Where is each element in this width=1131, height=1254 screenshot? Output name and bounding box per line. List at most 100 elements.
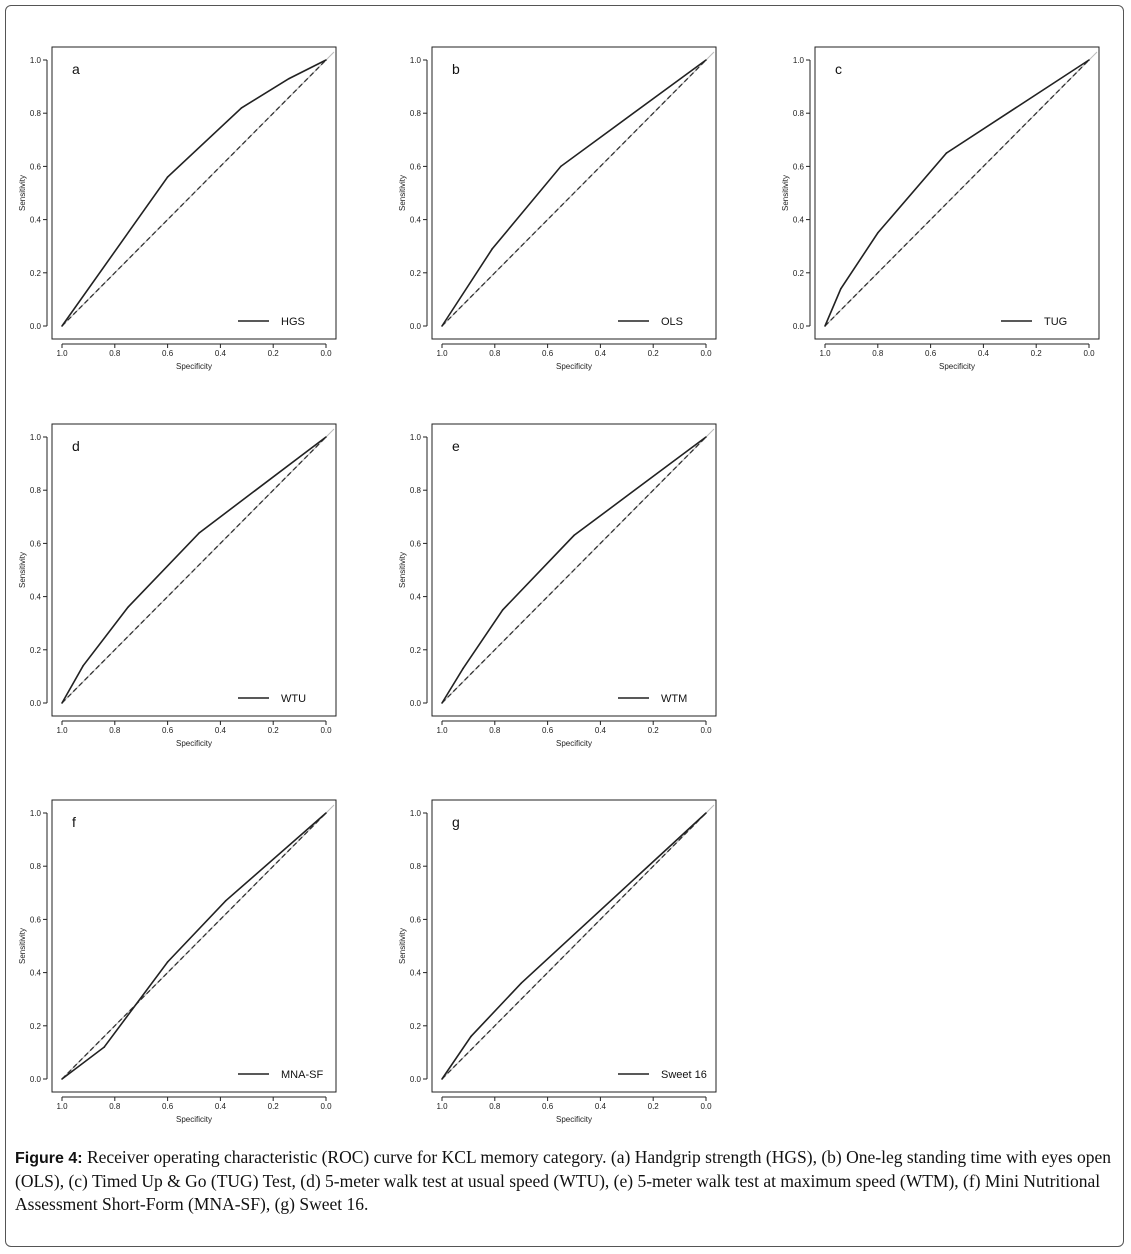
roc-point bbox=[325, 436, 327, 438]
y-tick-label: 1.0 bbox=[793, 56, 805, 65]
plot-frame bbox=[431, 799, 717, 1093]
roc-panel-a: 1.0 0.8 0.6 0.4 0.2 0.0 0.0 0.2 0.4 0.6 0.8 1.0 Spec… bbox=[18, 46, 337, 371]
y-tick-label: 0.4 bbox=[793, 216, 805, 225]
roc-point bbox=[82, 664, 84, 667]
legend-label: TUG bbox=[1044, 316, 1067, 328]
roc-point bbox=[441, 702, 443, 704]
x-tick-label: 0.0 bbox=[320, 726, 332, 735]
roc-point bbox=[877, 232, 879, 234]
y-tick-label: 0.2 bbox=[410, 269, 422, 278]
x-axis-title: Specificity bbox=[176, 1115, 212, 1124]
y-tick-label: 0.2 bbox=[30, 269, 42, 278]
legend-label: WTU bbox=[281, 693, 306, 705]
roc-point bbox=[127, 606, 129, 609]
x-tick-label: 0.6 bbox=[162, 1102, 174, 1111]
plot-frame bbox=[431, 46, 717, 340]
panel-letter: a bbox=[72, 61, 80, 77]
x-tick-label: 0.8 bbox=[489, 349, 501, 358]
roc-point bbox=[166, 176, 169, 178]
roc-point bbox=[573, 534, 575, 537]
x-tick-label: 0.6 bbox=[542, 1102, 554, 1111]
y-tick-label: 0.2 bbox=[793, 269, 805, 278]
panel-letter: d bbox=[72, 438, 80, 454]
reference-dashed-line bbox=[61, 59, 327, 327]
y-tick-label: 0.4 bbox=[30, 969, 42, 978]
roc-point bbox=[288, 77, 290, 80]
y-axis-title: Sensitivity bbox=[18, 175, 27, 211]
x-tick-label: 0.4 bbox=[595, 349, 607, 358]
y-tick-label: 0.8 bbox=[30, 486, 42, 495]
x-tick-label: 0.6 bbox=[162, 726, 174, 735]
plot-frame bbox=[431, 423, 717, 717]
roc-point bbox=[705, 436, 707, 438]
x-axis-title: Specificity bbox=[176, 739, 212, 748]
roc-point bbox=[824, 325, 826, 327]
y-tick-label: 0.4 bbox=[30, 216, 42, 225]
y-tick-label: 0.8 bbox=[410, 486, 422, 495]
roc-point bbox=[325, 59, 327, 61]
x-tick-label: 0.2 bbox=[648, 726, 660, 735]
roc-point bbox=[103, 1046, 106, 1048]
reference-dashed-line bbox=[441, 59, 707, 327]
plot-frame bbox=[51, 799, 337, 1093]
x-tick-label: 0.0 bbox=[320, 1102, 332, 1111]
panel-letter: e bbox=[452, 438, 460, 454]
x-tick-label: 0.0 bbox=[1083, 349, 1095, 358]
roc-point bbox=[198, 531, 201, 534]
y-tick-label: 0.4 bbox=[410, 969, 422, 978]
x-tick-label: 1.0 bbox=[436, 1102, 448, 1111]
x-tick-label: 0.8 bbox=[109, 726, 121, 735]
roc-point bbox=[705, 812, 707, 814]
reference-dashed-line bbox=[441, 812, 707, 1080]
x-tick-label: 0.4 bbox=[215, 1102, 227, 1111]
legend-label: OLS bbox=[661, 316, 683, 328]
x-tick-label: 0.0 bbox=[700, 726, 712, 735]
y-axis-title: Sensitivity bbox=[781, 175, 790, 211]
roc-point bbox=[441, 1078, 443, 1080]
x-tick-label: 1.0 bbox=[819, 349, 831, 358]
roc-point bbox=[61, 1078, 63, 1080]
roc-panel-c: 1.0 0.8 0.6 0.4 0.2 0.0 0.0 0.2 0.4 0.6 0.8 1.0 Spec… bbox=[781, 46, 1100, 371]
x-tick-label: 0.8 bbox=[109, 1102, 121, 1111]
y-tick-label: 0.6 bbox=[30, 162, 42, 171]
x-axis-title: Specificity bbox=[556, 1115, 592, 1124]
roc-point bbox=[441, 325, 443, 327]
roc-charts: 1.0 0.8 0.6 0.4 0.2 0.0 0.0 0.2 0.4 0.6 0.8 1.0 Spec… bbox=[18, 46, 1100, 1124]
roc-point bbox=[61, 325, 63, 327]
roc-point bbox=[1088, 59, 1090, 61]
x-tick-label: 0.2 bbox=[648, 1102, 660, 1111]
roc-point bbox=[224, 899, 227, 902]
y-tick-label: 1.0 bbox=[30, 433, 42, 442]
y-tick-label: 1.0 bbox=[410, 809, 422, 818]
roc-panel-g: 1.0 0.8 0.6 0.4 0.2 0.0 0.0 0.2 0.4 0.6 0.8 1.0 Spec… bbox=[398, 799, 717, 1124]
roc-curve bbox=[441, 812, 707, 1080]
panel-letter: f bbox=[72, 814, 76, 830]
roc-panel-b: 1.0 0.8 0.6 0.4 0.2 0.0 0.0 0.2 0.4 0.6 0.8 1.0 Spec… bbox=[398, 46, 717, 371]
y-tick-label: 0.8 bbox=[30, 109, 42, 118]
y-tick-label: 0.2 bbox=[410, 1022, 422, 1031]
roc-panel-e: 1.0 0.8 0.6 0.4 0.2 0.0 0.0 0.2 0.4 0.6 0.8 1.0 Spec… bbox=[398, 423, 717, 748]
y-tick-label: 0.0 bbox=[410, 322, 422, 331]
y-tick-label: 0.6 bbox=[30, 539, 42, 548]
roc-point bbox=[325, 812, 327, 814]
figure-caption-label: Figure 4: bbox=[15, 1150, 83, 1167]
reference-dashed-line bbox=[61, 436, 327, 704]
y-tick-label: 0.8 bbox=[30, 862, 42, 871]
x-tick-label: 0.8 bbox=[489, 726, 501, 735]
roc-point bbox=[705, 59, 707, 61]
panel-letter: b bbox=[452, 61, 460, 77]
x-tick-label: 1.0 bbox=[436, 349, 448, 358]
x-tick-label: 0.0 bbox=[700, 1102, 712, 1111]
figure-caption: Figure 4: Receiver operating characteris… bbox=[15, 1146, 1119, 1216]
x-tick-label: 0.6 bbox=[925, 349, 937, 358]
y-tick-label: 1.0 bbox=[30, 56, 42, 65]
x-tick-label: 0.4 bbox=[595, 1102, 607, 1111]
roc-point bbox=[840, 287, 842, 290]
y-tick-label: 0.2 bbox=[30, 1022, 42, 1031]
x-tick-label: 0.2 bbox=[268, 726, 280, 735]
x-tick-label: 0.0 bbox=[700, 349, 712, 358]
y-tick-label: 0.4 bbox=[410, 216, 422, 225]
figure-caption-text: Receiver operating characteristic (ROC) … bbox=[15, 1147, 1111, 1214]
roc-point bbox=[470, 1035, 472, 1038]
y-axis-title: Sensitivity bbox=[18, 928, 27, 964]
